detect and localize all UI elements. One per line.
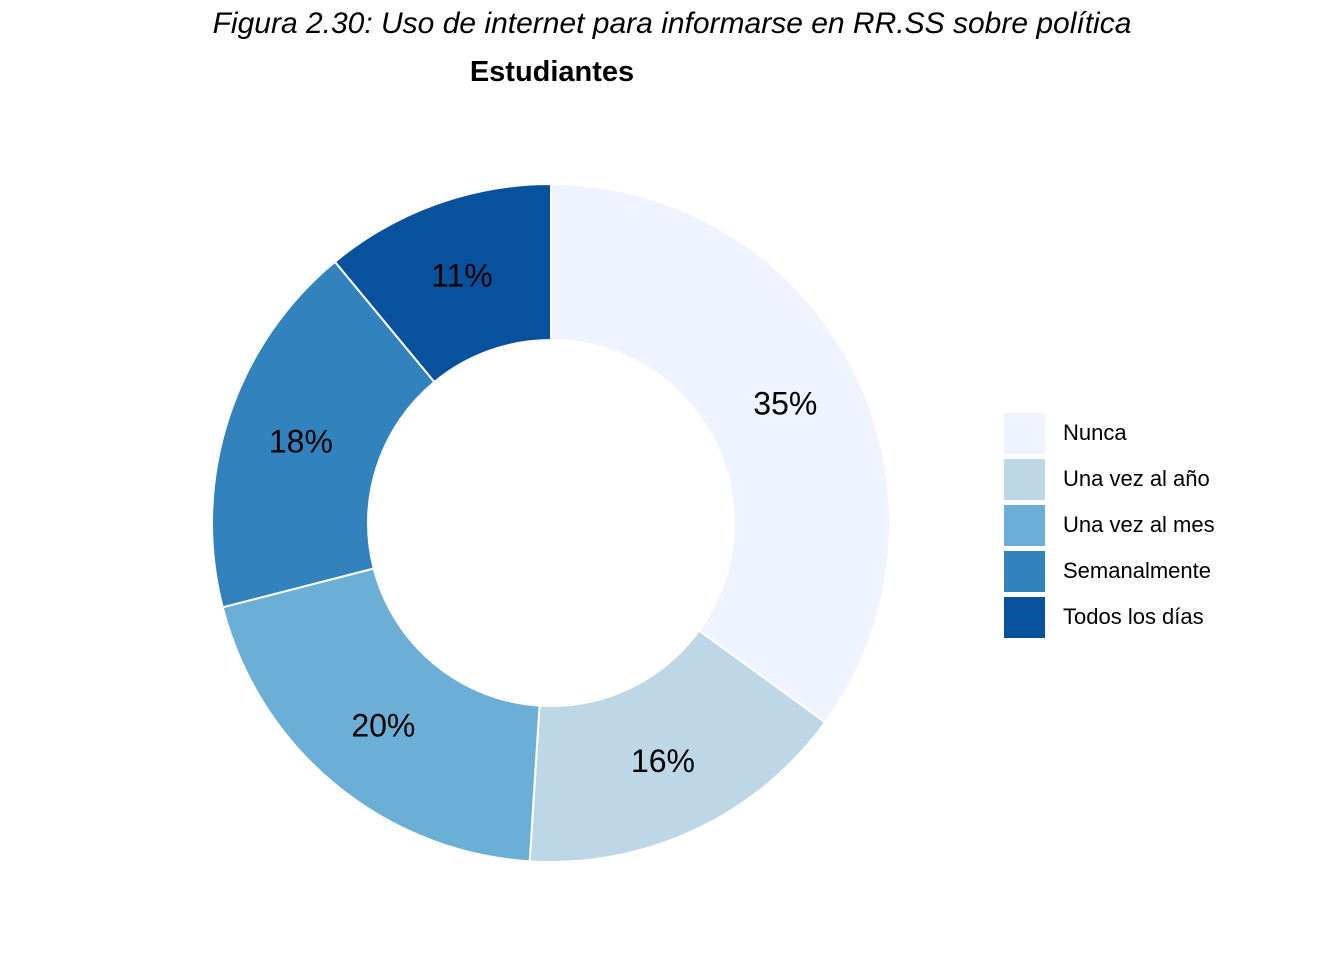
legend-item: Todos los días: [1004, 594, 1215, 640]
slice-percent-label: 18%: [269, 424, 333, 460]
legend-label: Una vez al mes: [1063, 512, 1215, 537]
slice-percent-label: 16%: [631, 743, 695, 779]
legend-swatch: [1004, 504, 1045, 546]
donut-slices: [211, 182, 891, 863]
slice-percent-label: 11%: [431, 258, 493, 294]
legend-item: Una vez al año: [1004, 456, 1215, 502]
legend-item: Nunca: [1004, 410, 1215, 456]
slice-percent-label: 20%: [351, 708, 415, 744]
figure-caption: Figura 2.30: Uso de internet para inform…: [212, 7, 1132, 40]
legend-label: Todos los días: [1063, 604, 1204, 629]
legend-label: Nunca: [1063, 420, 1127, 445]
legend: Nunca Una vez al año Una vez al mes Semanal…: [1004, 410, 1215, 640]
legend-swatch: [1004, 412, 1045, 454]
donut-slice: [550, 182, 891, 724]
legend-swatch: [1004, 596, 1045, 638]
donut-labels: 35% 16% 20% 18% 11%: [269, 258, 818, 779]
legend-label: Una vez al año: [1063, 466, 1210, 491]
donut-slice: [211, 260, 436, 609]
legend-swatch: [1004, 458, 1045, 500]
legend-swatch: [1004, 550, 1045, 592]
legend-label: Semanalmente: [1063, 558, 1211, 583]
legend-item: Una vez al mes: [1004, 502, 1215, 548]
legend-item: Semanalmente: [1004, 548, 1215, 594]
donut-slice: [333, 182, 552, 384]
slice-percent-label: 35%: [753, 386, 817, 422]
donut-slice: [221, 567, 541, 863]
chart-title: Estudiantes: [469, 56, 635, 88]
donut-slice: [528, 629, 827, 863]
